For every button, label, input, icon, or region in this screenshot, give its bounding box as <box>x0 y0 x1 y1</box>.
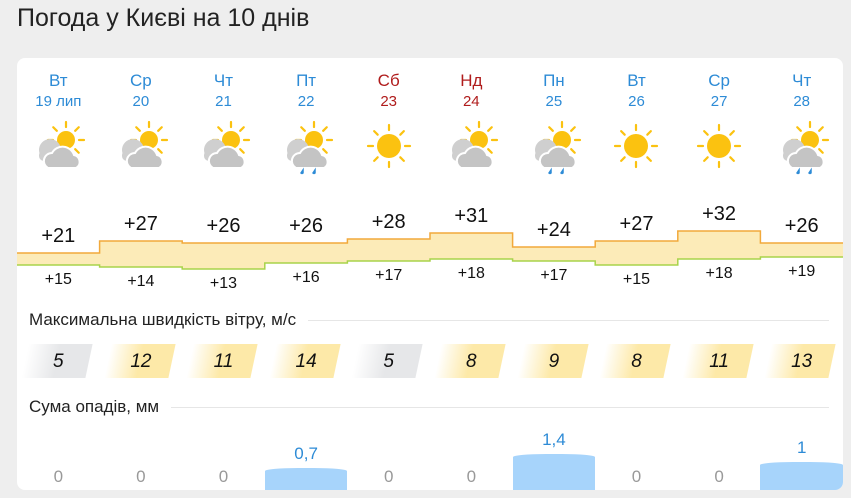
wind-speed: 11 <box>678 344 761 378</box>
wind-value: 12 <box>130 351 152 372</box>
day-date: 24 <box>462 93 480 110</box>
partly-cloudy-rain-icon <box>513 120 596 190</box>
partly-cloudy-icon <box>17 120 100 190</box>
temp-min: +16 <box>292 269 320 286</box>
partly-cloudy-icon <box>430 120 513 190</box>
precip-title: Сума опадів, мм <box>29 397 160 416</box>
precip-value: 0 <box>218 467 229 486</box>
day-of-week: Ср <box>708 71 730 90</box>
temp-min: +18 <box>705 265 733 282</box>
temp-min: +15 <box>622 271 651 288</box>
min-temp-line <box>17 256 843 270</box>
max-temp-line <box>17 230 843 254</box>
precip-bar <box>760 462 843 490</box>
wind-value: 14 <box>295 351 317 372</box>
temp-min: +13 <box>209 275 238 292</box>
day-date: 20 <box>132 93 150 110</box>
partly-cloudy-icon <box>182 120 265 190</box>
wind-value: 11 <box>709 351 729 372</box>
wind-value: 8 <box>466 351 477 372</box>
temp-min: +18 <box>457 265 485 282</box>
day-date: 23 <box>380 93 398 110</box>
day-date: 22 <box>297 93 315 110</box>
temp-min: +17 <box>375 267 403 284</box>
forecast-card: Максимальна швидкість вітру, м/с Сума оп… <box>17 58 843 490</box>
wind-value: 5 <box>383 351 394 372</box>
temp-max: +26 <box>289 215 324 237</box>
day-of-week: Сб <box>377 71 400 90</box>
day-of-week: Чт <box>792 71 812 90</box>
temperature-band <box>17 230 843 270</box>
wind-value: 13 <box>791 351 813 372</box>
wind-speed: 14 <box>265 344 348 378</box>
day-of-week: Вт <box>627 71 646 90</box>
temp-min: +19 <box>788 263 816 280</box>
day-of-week: Нд <box>460 71 483 90</box>
wind-speed: 13 <box>760 344 843 378</box>
wind-value: 9 <box>548 351 560 372</box>
precip-value: 0 <box>466 467 477 486</box>
temp-min: +14 <box>127 273 155 290</box>
precip-value: 0,7 <box>294 444 318 463</box>
temp-max: +21 <box>41 225 76 247</box>
precip-value: 1,4 <box>542 430 566 449</box>
temp-max: +26 <box>206 215 241 237</box>
precip-value: 1 <box>796 438 807 457</box>
wind-section-title: Максимальна швидкість вітру, м/с <box>29 310 829 330</box>
partly-cloudy-rain-icon <box>760 120 843 190</box>
temp-max: +31 <box>454 205 489 227</box>
sun-icon <box>678 120 761 190</box>
wind-value: 5 <box>53 351 64 372</box>
temp-max: +28 <box>371 211 406 233</box>
wind-speed: 5 <box>347 344 430 378</box>
wind-speed: 9 <box>513 344 596 378</box>
wind-speed: 8 <box>595 344 678 378</box>
day-date: 26 <box>628 93 645 110</box>
day-of-week: Пн <box>543 71 565 90</box>
precip-section-title: Сума опадів, мм <box>29 397 829 417</box>
day-date: 21 <box>215 93 232 110</box>
temp-min: +17 <box>540 267 568 284</box>
precip-bar <box>264 468 348 490</box>
sun-icon <box>347 120 430 190</box>
partly-cloudy-icon <box>100 120 183 190</box>
precip-value: 0 <box>53 467 64 486</box>
day-of-week: Пт <box>296 71 317 90</box>
wind-value: 8 <box>631 351 642 372</box>
temp-range-fill <box>17 231 843 269</box>
temp-max: +32 <box>702 203 737 225</box>
temp-max: +24 <box>536 219 571 241</box>
day-date: 27 <box>710 93 728 110</box>
day-date: 28 <box>793 93 811 110</box>
day-of-week: Вт <box>49 71 68 90</box>
wind-title: Максимальна швидкість вітру, м/с <box>29 310 297 329</box>
temp-min: +15 <box>44 271 72 288</box>
precip-value: 0 <box>714 467 724 486</box>
partly-cloudy-rain-icon <box>265 120 348 190</box>
precip-value: 0 <box>631 467 642 486</box>
day-date: 25 <box>545 93 563 110</box>
precip-value: 0 <box>383 467 394 486</box>
wind-speed: 8 <box>430 344 513 378</box>
wind-value: 11 <box>213 351 234 372</box>
day-of-week: Ср <box>130 71 152 90</box>
wind-speed: 5 <box>17 344 100 378</box>
precip-bar <box>512 454 596 490</box>
wind-speed: 11 <box>182 344 265 378</box>
day-of-week: Чт <box>213 71 234 90</box>
temp-max: +27 <box>619 213 654 235</box>
temp-max: +27 <box>123 213 158 235</box>
wind-speed: 12 <box>100 344 183 378</box>
sun-icon <box>595 120 678 190</box>
day-date: 19 лип <box>35 93 82 110</box>
precip-value: 0 <box>136 467 146 486</box>
page-title: Погода у Києві на 10 днів <box>17 4 310 32</box>
temp-max: +26 <box>784 215 819 237</box>
